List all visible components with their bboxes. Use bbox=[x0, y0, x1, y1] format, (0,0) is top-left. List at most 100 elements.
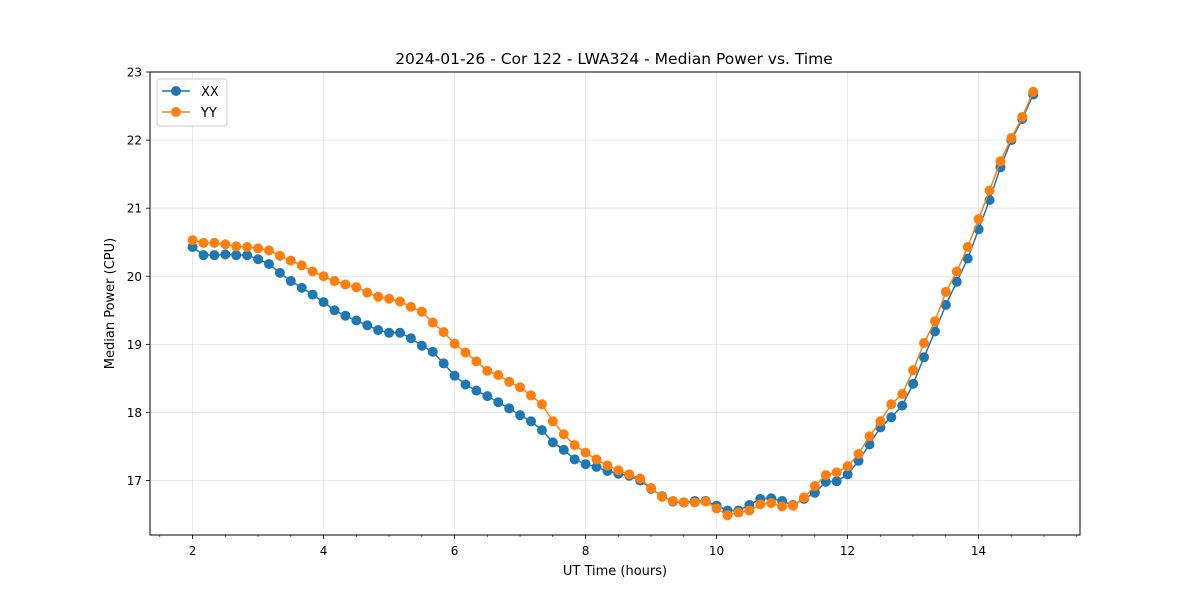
data-point-yy bbox=[766, 498, 777, 508]
data-point-yy bbox=[951, 266, 962, 277]
data-point-xx bbox=[504, 403, 515, 414]
data-point-yy bbox=[263, 245, 274, 256]
x-tick-label: 2 bbox=[189, 544, 197, 558]
data-point-xx bbox=[285, 276, 296, 287]
data-point-yy bbox=[384, 293, 395, 304]
data-point-xx bbox=[438, 358, 449, 369]
data-point-yy bbox=[1028, 86, 1039, 97]
data-point-xx bbox=[951, 276, 962, 287]
data-point-xx bbox=[842, 469, 853, 480]
data-point-yy bbox=[602, 460, 613, 471]
data-point-yy bbox=[569, 440, 580, 451]
x-tick-label: 12 bbox=[840, 544, 855, 558]
y-axis-label: Median Power (CPU) bbox=[103, 238, 118, 369]
data-point-xx bbox=[242, 250, 253, 261]
data-point-yy bbox=[798, 492, 809, 503]
tick-layer: 2 4 6 8 10 12 14 17 18 19 20 21 22 23 bbox=[127, 66, 1078, 558]
x-tick-label: 8 bbox=[582, 544, 590, 558]
data-point-xx bbox=[427, 346, 438, 357]
data-point-xx bbox=[231, 250, 242, 261]
data-point-yy bbox=[395, 296, 406, 307]
x-tick-label: 6 bbox=[451, 544, 459, 558]
x-tick-label: 10 bbox=[709, 544, 724, 558]
data-point-yy bbox=[995, 156, 1006, 167]
data-point-yy bbox=[307, 266, 318, 277]
data-point-yy bbox=[274, 250, 285, 261]
data-point-yy bbox=[296, 260, 307, 271]
data-point-xx bbox=[515, 410, 526, 421]
data-point-xx bbox=[395, 327, 406, 338]
legend: XX YY bbox=[156, 78, 228, 127]
data-point-yy bbox=[351, 282, 362, 293]
data-point-yy bbox=[777, 501, 788, 512]
data-point-xx bbox=[940, 299, 951, 310]
data-point-yy bbox=[984, 185, 995, 196]
data-point-yy bbox=[558, 429, 569, 440]
series-layer bbox=[187, 86, 1039, 521]
data-point-yy bbox=[220, 239, 231, 250]
y-tick-label: 19 bbox=[127, 338, 142, 352]
data-point-xx bbox=[449, 370, 460, 381]
data-point-xx bbox=[263, 259, 274, 270]
data-point-xx bbox=[536, 425, 547, 436]
data-point-yy bbox=[831, 467, 842, 478]
data-point-xx bbox=[274, 267, 285, 278]
data-point-yy bbox=[689, 497, 700, 508]
data-point-yy bbox=[373, 291, 384, 302]
data-point-yy bbox=[427, 317, 438, 328]
data-point-yy bbox=[973, 214, 984, 225]
data-point-yy bbox=[744, 505, 755, 516]
data-point-xx bbox=[864, 439, 875, 450]
data-point-yy bbox=[329, 276, 340, 287]
legend-marker-xx bbox=[171, 86, 181, 96]
data-point-xx bbox=[416, 340, 427, 351]
legend-label-yy: YY bbox=[200, 106, 217, 121]
legend-marker-yy bbox=[171, 107, 181, 117]
data-point-yy bbox=[864, 431, 875, 442]
data-point-yy bbox=[875, 416, 886, 427]
data-point-xx bbox=[897, 400, 908, 411]
data-point-xx bbox=[558, 444, 569, 455]
data-point-xx bbox=[329, 305, 340, 316]
data-point-xx bbox=[962, 253, 973, 264]
data-point-yy bbox=[919, 337, 930, 348]
data-point-yy bbox=[318, 271, 329, 282]
data-point-xx bbox=[831, 476, 842, 487]
data-point-xx bbox=[198, 250, 209, 261]
data-point-yy bbox=[187, 235, 198, 246]
series-yy bbox=[187, 86, 1039, 521]
data-point-xx bbox=[493, 397, 504, 408]
plot-frame bbox=[149, 71, 1081, 536]
data-point-xx bbox=[460, 379, 471, 390]
data-point-yy bbox=[580, 447, 591, 458]
data-point-yy bbox=[853, 448, 864, 459]
data-point-xx bbox=[307, 289, 318, 300]
data-point-xx bbox=[526, 416, 537, 427]
data-point-yy bbox=[405, 301, 416, 312]
series-xx bbox=[187, 89, 1039, 516]
y-tick-label: 20 bbox=[127, 270, 142, 284]
data-point-xx bbox=[318, 297, 329, 308]
data-point-yy bbox=[1017, 111, 1028, 122]
y-tick-label: 21 bbox=[127, 202, 142, 216]
data-point-xx bbox=[591, 461, 602, 472]
data-point-xx bbox=[580, 459, 591, 470]
data-point-xx bbox=[209, 250, 220, 261]
x-tick-label: 4 bbox=[320, 544, 328, 558]
data-point-yy bbox=[657, 491, 668, 502]
data-point-yy bbox=[624, 469, 635, 480]
data-point-yy bbox=[820, 470, 831, 481]
data-point-yy bbox=[1006, 133, 1017, 144]
data-point-yy bbox=[471, 356, 482, 367]
data-point-yy bbox=[722, 510, 733, 521]
data-point-xx bbox=[482, 391, 493, 402]
data-point-yy bbox=[231, 241, 242, 252]
data-point-xx bbox=[220, 249, 231, 260]
data-point-yy bbox=[460, 347, 471, 358]
data-point-xx bbox=[384, 327, 395, 338]
data-point-xx bbox=[547, 437, 558, 448]
data-point-yy bbox=[755, 499, 766, 510]
data-point-xx bbox=[296, 282, 307, 293]
data-point-yy bbox=[340, 279, 351, 290]
data-point-yy bbox=[635, 473, 646, 484]
